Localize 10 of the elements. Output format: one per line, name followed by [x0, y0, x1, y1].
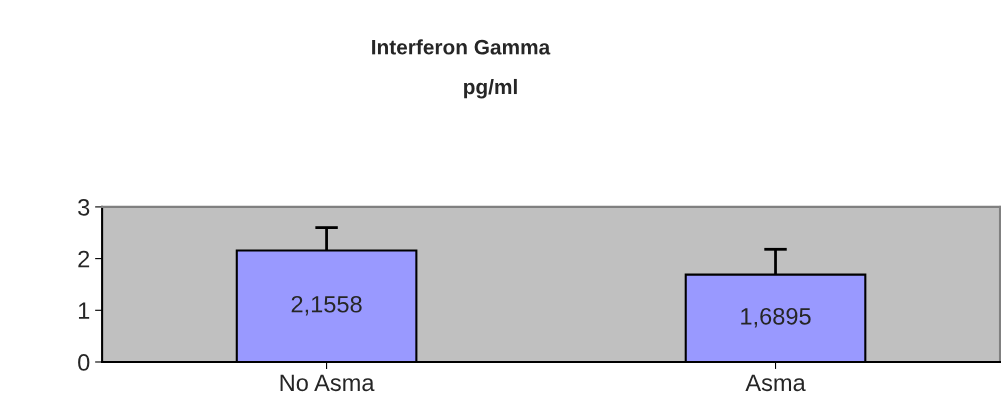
- y-tick-label: 0: [78, 354, 90, 371]
- x-tick-label: No Asma: [280, 374, 375, 392]
- x-tick-label: Asma: [745, 374, 806, 392]
- y-tick-label: 3: [78, 198, 90, 216]
- y-tick-label: 2: [78, 250, 90, 268]
- data-label: 1,6895: [741, 307, 811, 328]
- chart-subtitle: pg/ml: [464, 78, 517, 99]
- data-label: 2,1558: [291, 295, 362, 316]
- y-tick-label: 1: [78, 302, 90, 319]
- chart-title: Interferon Gamma: [372, 39, 551, 55]
